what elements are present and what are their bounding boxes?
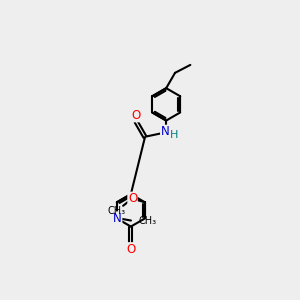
Text: CH₃: CH₃ <box>139 216 157 226</box>
Text: CH₃: CH₃ <box>108 206 126 215</box>
Text: O: O <box>131 109 140 122</box>
Text: O: O <box>126 243 136 256</box>
Text: H: H <box>170 130 178 140</box>
Text: N: N <box>160 125 169 138</box>
Text: O: O <box>128 192 137 205</box>
Text: N: N <box>113 212 122 225</box>
